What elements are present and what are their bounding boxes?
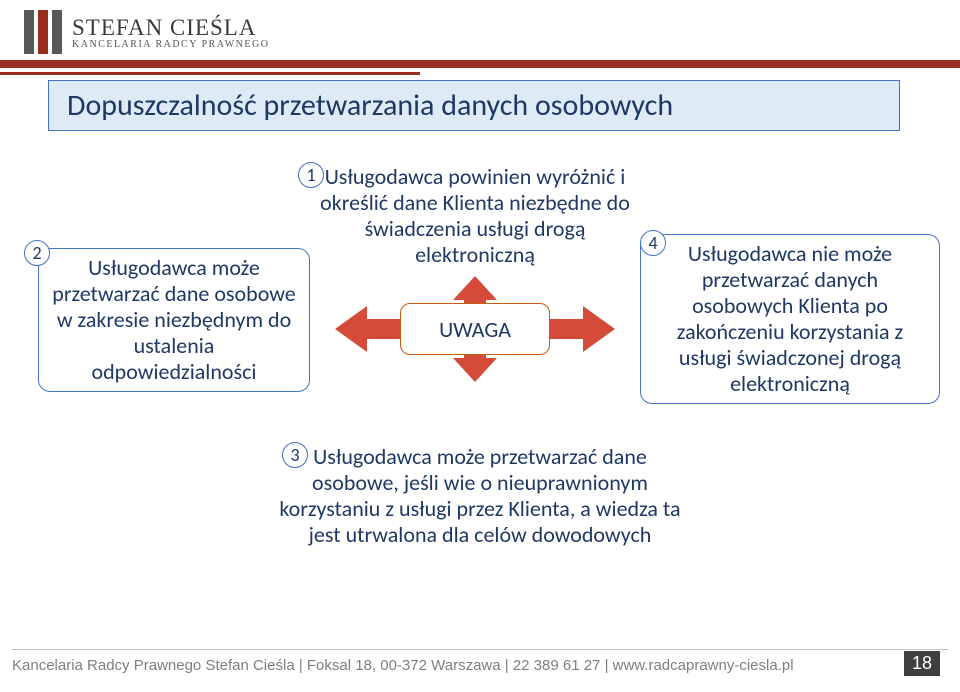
- header-rule-thin: [0, 72, 420, 75]
- logo-bars-icon: [24, 10, 62, 54]
- header: STEFAN CIEŚLA KANCELARIA RADCY PRAWNEGO: [0, 0, 960, 62]
- brand-subtitle: KANCELARIA RADCY PRAWNEGO: [72, 39, 269, 50]
- badge-2: 2: [24, 240, 50, 266]
- box-top: Usługodawca powinien wyróżnić i określić…: [310, 158, 640, 274]
- title-container: Dopuszczalność przetwarzania danych osob…: [48, 80, 900, 131]
- box-left: Usługodawca może przetwarzać dane osobow…: [38, 248, 310, 392]
- badge-3: 3: [282, 442, 308, 468]
- footer-rule: [12, 649, 948, 651]
- logo-bar-2: [38, 10, 48, 54]
- box-bottom: Usługodawca może przetwarzać dane osobow…: [260, 438, 700, 554]
- badge-1: 1: [298, 162, 324, 188]
- badge-4: 4: [640, 230, 666, 256]
- box-left-text: Usługodawca może przetwarzać dane osobow…: [52, 254, 295, 385]
- box-top-text: Usługodawca powinien wyróżnić i określić…: [320, 163, 630, 268]
- box-right: Usługodawca nie może przetwarzać danych …: [640, 234, 940, 404]
- header-rule-thick: [0, 60, 960, 68]
- brand-name: STEFAN CIEŚLA: [72, 15, 269, 41]
- logo-bar-1: [24, 10, 34, 54]
- diagram: UWAGA Usługodawca powinien wyróżnić i ok…: [0, 158, 960, 598]
- logo-bar-3: [52, 10, 62, 54]
- footer-text: Kancelaria Radcy Prawnego Stefan Cieśla …: [12, 657, 794, 674]
- box-right-text: Usługodawca nie może przetwarzać danych …: [677, 240, 903, 397]
- uwaga-label: UWAGA: [400, 303, 550, 355]
- page-number: 18: [904, 651, 940, 676]
- box-bottom-text: Usługodawca może przetwarzać dane osobow…: [279, 443, 680, 548]
- page-title: Dopuszczalność przetwarzania danych osob…: [48, 80, 900, 131]
